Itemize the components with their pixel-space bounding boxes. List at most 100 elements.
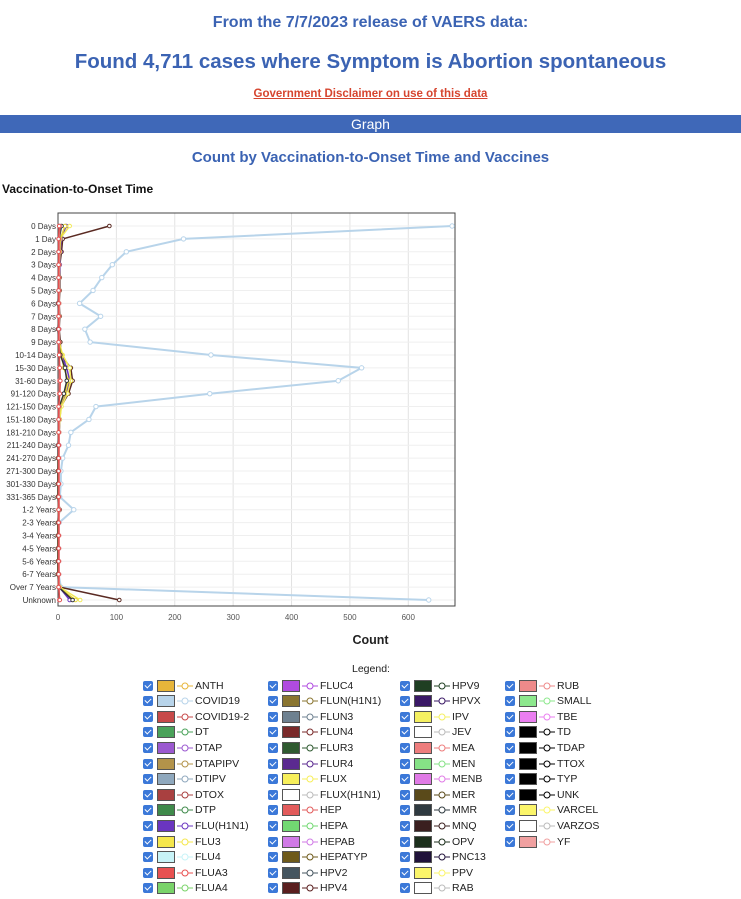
- legend-checkbox[interactable]: [143, 742, 153, 753]
- legend-item[interactable]: HEP: [268, 803, 342, 818]
- legend-checkbox[interactable]: [143, 820, 153, 831]
- legend-item[interactable]: TTOX: [505, 756, 585, 771]
- legend-item[interactable]: DTAPIPV: [143, 756, 239, 771]
- legend-checkbox[interactable]: [400, 852, 410, 863]
- legend-item[interactable]: FLUR3: [268, 740, 353, 755]
- legend-checkbox[interactable]: [268, 789, 278, 800]
- legend-item[interactable]: FLUN(H1N1): [268, 694, 381, 709]
- legend-item[interactable]: SMALL: [505, 694, 591, 709]
- legend-checkbox[interactable]: [268, 883, 278, 894]
- legend-checkbox[interactable]: [505, 727, 515, 738]
- legend-checkbox[interactable]: [268, 742, 278, 753]
- legend-item[interactable]: MEA: [400, 740, 475, 755]
- legend-checkbox[interactable]: [143, 883, 153, 894]
- legend-item[interactable]: OPV: [400, 834, 474, 849]
- legend-checkbox[interactable]: [268, 680, 278, 691]
- legend-checkbox[interactable]: [268, 727, 278, 738]
- legend-checkbox[interactable]: [143, 758, 153, 769]
- legend-item[interactable]: MNQ: [400, 818, 477, 833]
- legend-checkbox[interactable]: [400, 805, 410, 816]
- legend-checkbox[interactable]: [505, 711, 515, 722]
- legend-checkbox[interactable]: [268, 774, 278, 785]
- legend-item[interactable]: HEPA: [268, 818, 348, 833]
- disclaimer-link[interactable]: Government Disclaimer on use of this dat…: [253, 88, 488, 100]
- legend-item[interactable]: JEV: [400, 725, 471, 740]
- legend-item[interactable]: FLUX(H1N1): [268, 787, 381, 802]
- legend-checkbox[interactable]: [505, 789, 515, 800]
- legend-item[interactable]: FLUN4: [268, 725, 353, 740]
- legend-checkbox[interactable]: [400, 711, 410, 722]
- legend-item[interactable]: IPV: [400, 709, 469, 724]
- legend-checkbox[interactable]: [400, 820, 410, 831]
- legend-item[interactable]: MMR: [400, 803, 477, 818]
- legend-checkbox[interactable]: [268, 696, 278, 707]
- legend-item[interactable]: YF: [505, 834, 570, 849]
- legend-item[interactable]: TDAP: [505, 740, 585, 755]
- legend-checkbox[interactable]: [505, 680, 515, 691]
- legend-checkbox[interactable]: [143, 774, 153, 785]
- legend-item[interactable]: PNC13: [400, 850, 486, 865]
- legend-item[interactable]: MER: [400, 787, 475, 802]
- legend-checkbox[interactable]: [400, 883, 410, 894]
- legend-checkbox[interactable]: [505, 696, 515, 707]
- legend-checkbox[interactable]: [143, 852, 153, 863]
- legend-item[interactable]: UNK: [505, 787, 579, 802]
- legend-checkbox[interactable]: [505, 836, 515, 847]
- legend-checkbox[interactable]: [400, 758, 410, 769]
- legend-checkbox[interactable]: [143, 680, 153, 691]
- legend-item[interactable]: HEPAB: [268, 834, 355, 849]
- legend-item[interactable]: FLUA4: [143, 881, 228, 896]
- legend-checkbox[interactable]: [143, 867, 153, 878]
- legend-item[interactable]: FLU3: [143, 834, 221, 849]
- legend-item[interactable]: ANTH: [143, 678, 224, 693]
- legend-item[interactable]: FLUR4: [268, 756, 353, 771]
- legend-item[interactable]: HPV9: [400, 678, 479, 693]
- legend-item[interactable]: HPV4: [268, 881, 347, 896]
- legend-checkbox[interactable]: [400, 789, 410, 800]
- legend-item[interactable]: FLUC4: [268, 678, 353, 693]
- legend-checkbox[interactable]: [268, 852, 278, 863]
- legend-checkbox[interactable]: [505, 805, 515, 816]
- legend-checkbox[interactable]: [143, 727, 153, 738]
- legend-item[interactable]: FLUA3: [143, 865, 228, 880]
- legend-checkbox[interactable]: [268, 758, 278, 769]
- legend-item[interactable]: PPV: [400, 865, 473, 880]
- legend-item[interactable]: TYP: [505, 772, 577, 787]
- legend-item[interactable]: DT: [143, 725, 209, 740]
- legend-checkbox[interactable]: [400, 774, 410, 785]
- legend-checkbox[interactable]: [505, 820, 515, 831]
- legend-item[interactable]: DTOX: [143, 787, 224, 802]
- legend-checkbox[interactable]: [268, 711, 278, 722]
- legend-item[interactable]: FLU4: [143, 850, 221, 865]
- legend-checkbox[interactable]: [400, 867, 410, 878]
- legend-checkbox[interactable]: [268, 820, 278, 831]
- legend-checkbox[interactable]: [268, 867, 278, 878]
- legend-item[interactable]: DTAP: [143, 740, 222, 755]
- legend-item[interactable]: DTP: [143, 803, 216, 818]
- legend-checkbox[interactable]: [505, 742, 515, 753]
- legend-checkbox[interactable]: [268, 805, 278, 816]
- legend-item[interactable]: HPVX: [400, 694, 481, 709]
- legend-item[interactable]: RAB: [400, 881, 474, 896]
- legend-item[interactable]: COVID19-2: [143, 709, 249, 724]
- legend-checkbox[interactable]: [505, 758, 515, 769]
- legend-checkbox[interactable]: [400, 696, 410, 707]
- legend-checkbox[interactable]: [505, 774, 515, 785]
- legend-item[interactable]: FLUN3: [268, 709, 353, 724]
- legend-item[interactable]: VARCEL: [505, 803, 598, 818]
- legend-item[interactable]: HEPATYP: [268, 850, 367, 865]
- legend-item[interactable]: MENB: [400, 772, 482, 787]
- legend-checkbox[interactable]: [268, 836, 278, 847]
- legend-item[interactable]: DTIPV: [143, 772, 226, 787]
- legend-checkbox[interactable]: [143, 696, 153, 707]
- legend-checkbox[interactable]: [400, 727, 410, 738]
- legend-item[interactable]: HPV2: [268, 865, 347, 880]
- legend-checkbox[interactable]: [400, 680, 410, 691]
- legend-checkbox[interactable]: [400, 742, 410, 753]
- legend-checkbox[interactable]: [400, 836, 410, 847]
- legend-item[interactable]: MEN: [400, 756, 475, 771]
- legend-item[interactable]: FLUX: [268, 772, 347, 787]
- legend-item[interactable]: FLU(H1N1): [143, 818, 249, 833]
- legend-item[interactable]: RUB: [505, 678, 579, 693]
- legend-item[interactable]: TD: [505, 725, 571, 740]
